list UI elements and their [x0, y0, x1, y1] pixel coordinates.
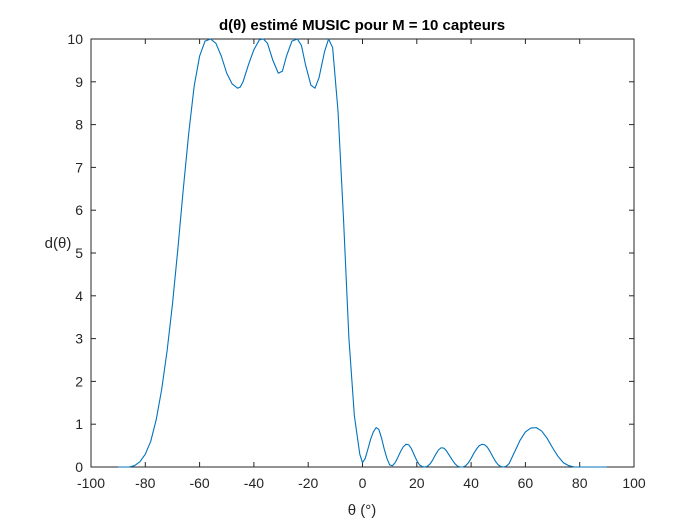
axes-box [90, 38, 635, 468]
y-tick-label: 1 [75, 416, 83, 432]
x-tick-label: 40 [463, 475, 479, 491]
chart-title: d(θ) estimé MUSIC pour M = 10 capteurs [219, 17, 505, 34]
x-axis-label: θ (°) [348, 502, 377, 519]
x-tick-label: -20 [298, 475, 318, 491]
x-tick-label: 100 [622, 475, 646, 491]
y-tick-label: 3 [75, 331, 83, 347]
y-tick-label: 0 [75, 459, 83, 475]
y-tick-label: 7 [75, 159, 83, 175]
x-tick-label: 60 [518, 475, 534, 491]
x-tick-label: 20 [409, 475, 425, 491]
x-tick-label: -100 [77, 475, 105, 491]
series-line-1 [118, 38, 607, 468]
x-tick-label: -80 [135, 475, 155, 491]
y-tick-label: 6 [75, 202, 83, 218]
y-tick-label: 4 [75, 288, 83, 304]
y-tick-label: 5 [75, 245, 83, 261]
y-tick-label: 2 [75, 373, 83, 389]
x-tick-label: 80 [572, 475, 588, 491]
x-tick-label: -40 [244, 475, 264, 491]
y-tick-label: 9 [75, 74, 83, 90]
y-tick-label: 10 [67, 31, 83, 47]
plot-area: -100 -80 -60 -40 -20 0 20 40 60 80 100 0 1 2 3 4 5 6 7 8 9 10 [67, 31, 645, 491]
y-tick-label: 8 [75, 117, 83, 133]
x-tick-label: -60 [189, 475, 209, 491]
x-tick-label: 0 [359, 475, 367, 491]
y-axis-label: d(θ) [45, 235, 72, 252]
